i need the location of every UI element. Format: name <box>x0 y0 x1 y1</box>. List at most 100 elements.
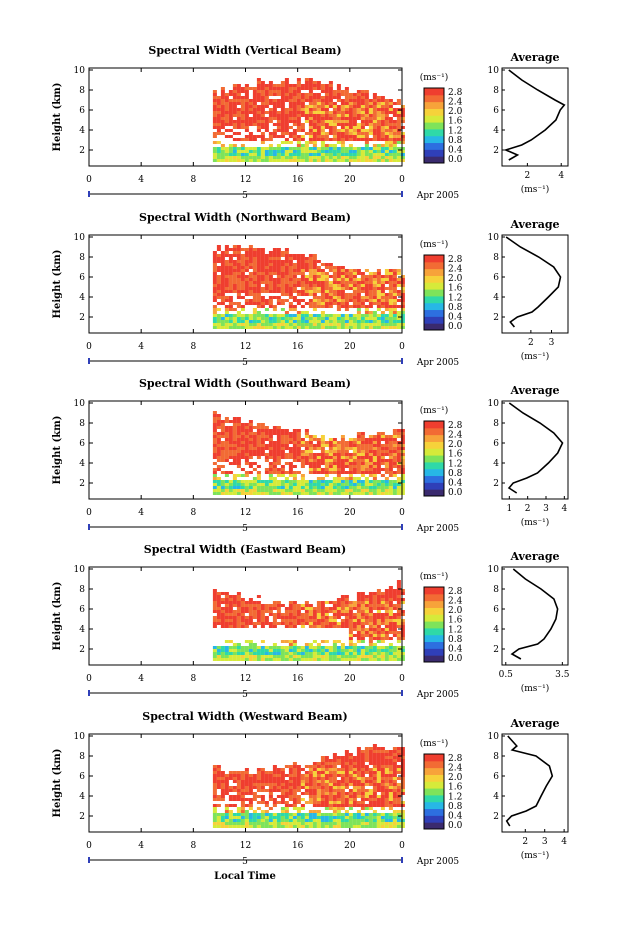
heatmap-cell <box>248 302 253 305</box>
heatmap-cell <box>212 780 217 783</box>
heatmap-cell <box>236 305 241 308</box>
heatmap-cell <box>260 296 265 299</box>
heatmap-cell <box>344 323 349 326</box>
heatmap-cell <box>260 260 265 263</box>
y-axis-label: Height (km) <box>52 250 63 319</box>
heatmap-cell <box>224 153 229 156</box>
heatmap-cell <box>308 652 313 655</box>
heatmap-cell <box>220 423 225 426</box>
heatmap-cell <box>328 783 333 786</box>
heatmap-cell <box>216 417 221 420</box>
heatmap-cell <box>368 323 373 326</box>
heatmap-cell <box>260 102 265 105</box>
heatmap-cell <box>320 604 325 607</box>
heatmap-cell <box>220 456 225 459</box>
heatmap-cell <box>324 93 329 96</box>
heatmap-cell <box>388 450 393 453</box>
heatmap-cell <box>312 257 317 260</box>
heatmap-cell <box>308 607 313 610</box>
heatmap-cell <box>380 492 385 495</box>
heatmap-cell <box>284 147 289 150</box>
heatmap-cell <box>216 783 221 786</box>
heatmap-cell <box>268 492 273 495</box>
heatmap-cell <box>348 655 353 658</box>
heatmap-cell <box>388 284 393 287</box>
heatmap-cell <box>256 284 261 287</box>
heatmap-cell <box>340 117 345 120</box>
heatmap-cell <box>288 254 293 257</box>
heatmap-cell <box>360 759 365 762</box>
heatmap-cell <box>392 129 397 132</box>
heatmap-cell <box>212 284 217 287</box>
heatmap-cell <box>380 816 385 819</box>
heatmap-cell <box>300 299 305 302</box>
heatmap-cell <box>336 622 341 625</box>
heatmap-cell <box>336 135 341 138</box>
heatmap-cell <box>340 468 345 471</box>
heatmap-cell <box>276 819 281 822</box>
x-tick-label: 8 <box>190 674 196 684</box>
heatmap-cell <box>356 774 361 777</box>
heatmap-cell <box>244 429 249 432</box>
heatmap-cell <box>256 777 261 780</box>
heatmap-cell <box>256 807 261 810</box>
heatmap-cell <box>368 99 373 102</box>
heatmap-cell <box>268 607 273 610</box>
heatmap-cell <box>272 450 277 453</box>
heatmap-cell <box>384 816 389 819</box>
heatmap-cell <box>292 87 297 90</box>
heatmap-cell <box>320 483 325 486</box>
heatmap-cell <box>392 768 397 771</box>
heatmap-cell <box>344 625 349 628</box>
heatmap-cell <box>384 774 389 777</box>
heatmap-cell <box>316 777 321 780</box>
heatmap-cell <box>216 108 221 111</box>
heatmap-cell <box>348 613 353 616</box>
heatmap-cell <box>260 780 265 783</box>
heatmap-cell <box>384 468 389 471</box>
heatmap-cell <box>272 483 277 486</box>
heatmap-cell <box>372 99 377 102</box>
heatmap-cell <box>292 96 297 99</box>
heatmap-cell <box>244 789 249 792</box>
heatmap-cell <box>340 774 345 777</box>
heatmap-cell <box>288 326 293 329</box>
heatmap-cell <box>352 159 357 162</box>
heatmap-cell <box>228 489 233 492</box>
heatmap-cell <box>272 607 277 610</box>
heatmap-cell <box>364 765 369 768</box>
heatmap-cell <box>308 272 313 275</box>
colorbar-swatch <box>424 421 444 429</box>
heatmap-cell <box>272 326 277 329</box>
heatmap-cell <box>320 326 325 329</box>
heatmap-cell <box>368 780 373 783</box>
heatmap-cell <box>272 789 277 792</box>
heatmap-cell <box>280 813 285 816</box>
heatmap-cell <box>340 768 345 771</box>
heatmap-cell <box>268 786 273 789</box>
heatmap-cell <box>364 123 369 126</box>
heatmap-cell <box>276 93 281 96</box>
heatmap-cell <box>380 792 385 795</box>
heatmap-cell <box>336 613 341 616</box>
heatmap-cell <box>348 156 353 159</box>
heatmap-cell <box>280 483 285 486</box>
heatmap-cell <box>308 646 313 649</box>
heatmap-cell <box>228 290 233 293</box>
heatmap-cell <box>332 456 337 459</box>
heatmap-cell <box>320 290 325 293</box>
heatmap-cell <box>348 795 353 798</box>
heatmap-cell <box>328 453 333 456</box>
heatmap-cell <box>292 281 297 284</box>
heatmap-cell <box>352 480 357 483</box>
heatmap-cell <box>256 483 261 486</box>
heatmap-cell <box>268 483 273 486</box>
heatmap-cell <box>256 251 261 254</box>
heatmap-cell <box>292 492 297 495</box>
heatmap-cell <box>392 444 397 447</box>
heatmap-cell <box>268 429 273 432</box>
heatmap-cell <box>236 792 241 795</box>
heatmap-cell <box>356 792 361 795</box>
heatmap-cell <box>360 438 365 441</box>
heatmap-cell <box>328 813 333 816</box>
